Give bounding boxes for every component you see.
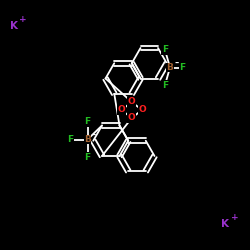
Text: F: F <box>162 46 168 54</box>
Text: +: + <box>20 16 27 24</box>
Text: O: O <box>128 114 136 122</box>
Text: F: F <box>162 80 168 90</box>
Text: B: B <box>166 63 173 72</box>
Text: O: O <box>138 106 146 114</box>
Text: O: O <box>128 98 136 106</box>
Text: F: F <box>67 135 73 144</box>
Text: –: – <box>174 58 178 68</box>
Text: –: – <box>92 130 96 140</box>
Text: F: F <box>84 152 90 162</box>
Text: O: O <box>118 106 126 114</box>
Text: F: F <box>84 118 90 126</box>
Text: K: K <box>221 219 229 229</box>
Text: B: B <box>84 135 91 144</box>
Text: +: + <box>231 213 238 222</box>
Text: F: F <box>180 63 186 72</box>
Text: K: K <box>10 21 18 31</box>
